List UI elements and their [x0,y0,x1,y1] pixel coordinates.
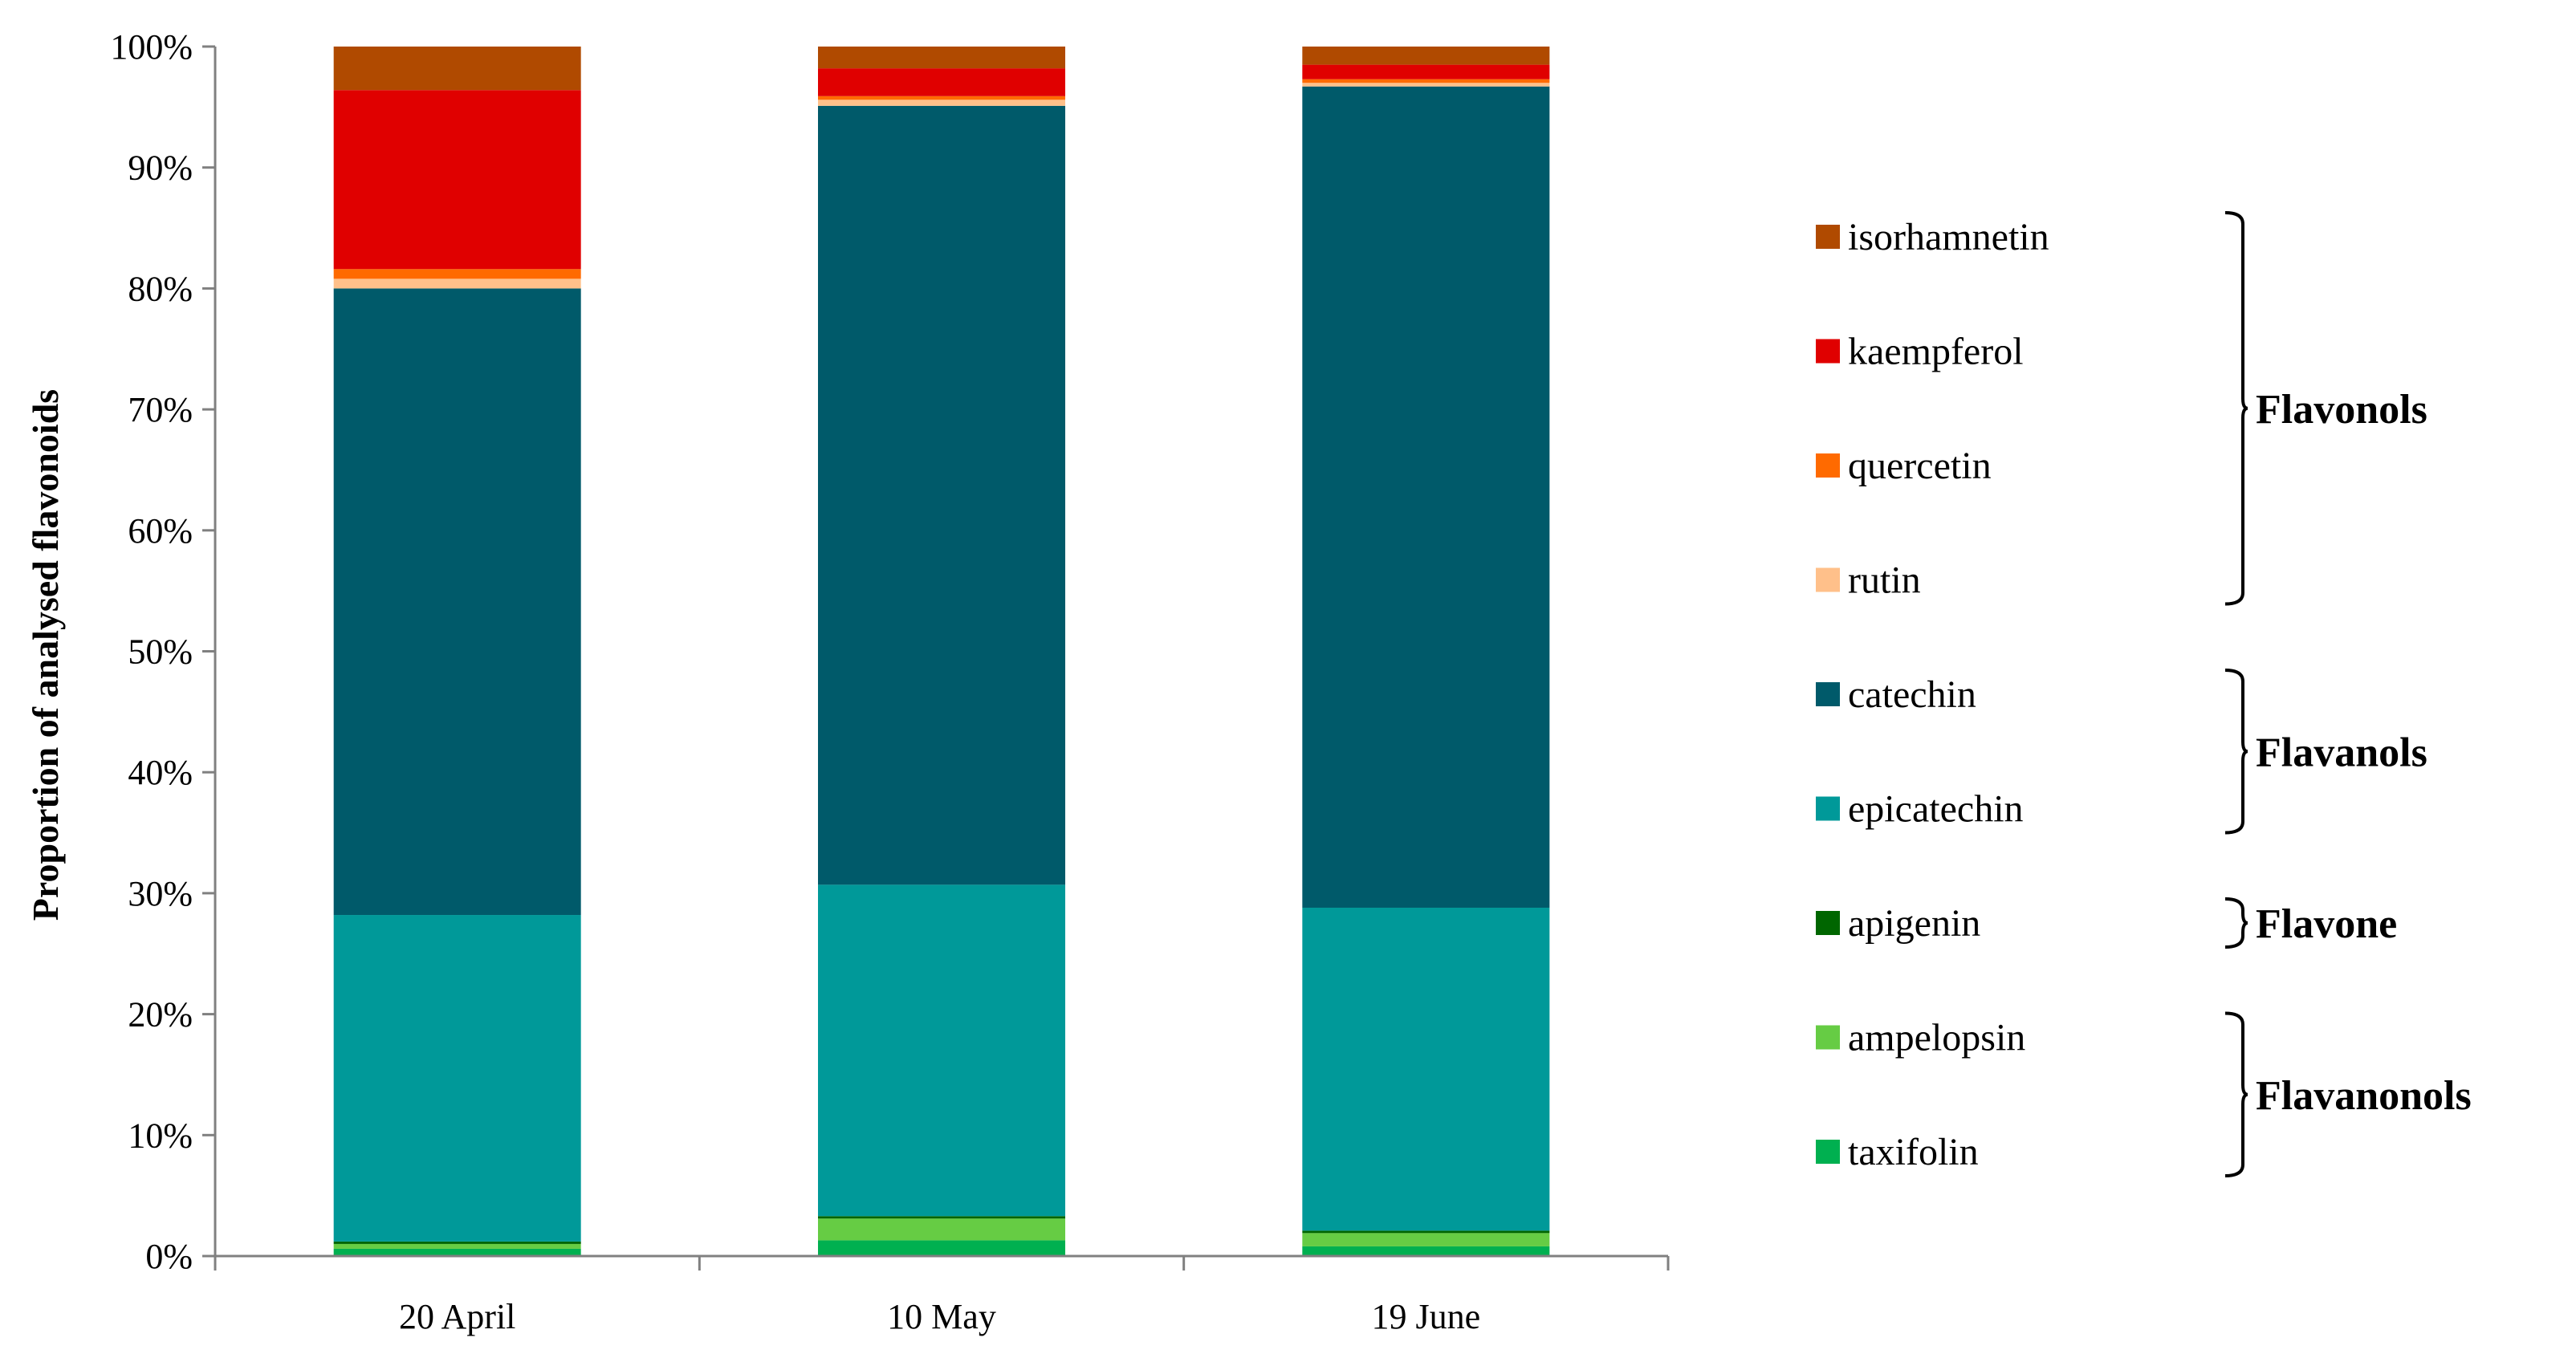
bar-segment-epicatechin-1 [818,884,1065,1217]
legend-label-rutin: rutin [1848,559,1921,602]
bar-segment-isorhamnetin-1 [818,47,1065,69]
group-label: Flavanonols [2256,1073,2472,1119]
bar-segment-quercetin-1 [818,96,1065,100]
legend-label-epicatechin: epicatechin [1848,788,2024,831]
y-axis-title-group: Proportion of analysed flavonoids [25,389,66,921]
group-label: Flavanols [2256,730,2427,775]
y-tick-label: 90% [128,148,193,188]
legend-label-isorhamnetin: isorhamnetin [1848,216,2049,258]
group-brace-3 [2224,1011,2248,1177]
x-tick-label: 10 May [887,1297,996,1336]
bar-segment-apigenin-1 [818,1216,1065,1219]
bar-segment-ampelopsin-0 [333,1243,581,1249]
y-tick-label: 50% [128,632,193,672]
legend-label-ampelopsin: ampelopsin [1848,1017,2025,1059]
legend-swatch-taxifolin [1816,1140,1840,1164]
bar-segment-rutin-1 [818,100,1065,106]
x-tick-label: 19 June [1372,1297,1481,1336]
bar-segment-epicatechin-0 [333,915,581,1242]
legend-label-taxifolin: taxifolin [1848,1131,1979,1173]
legend-swatch-epicatechin [1816,796,1840,821]
group-label: Flavone [2256,901,2397,947]
group-brace-2 [2224,897,2248,949]
bar-segment-taxifolin-1 [818,1240,1065,1256]
legend-swatch-quercetin [1816,453,1840,478]
y-tick-label: 30% [128,874,193,913]
bar-segment-rutin-2 [1302,83,1550,87]
y-tick-label: 80% [128,269,193,308]
bar-segment-ampelopsin-1 [818,1218,1065,1241]
bar-segment-isorhamnetin-2 [1302,47,1550,65]
bar-segment-catechin-1 [818,105,1065,885]
bar-segment-apigenin-2 [1302,1230,1550,1234]
y-tick-label: 100% [110,27,193,67]
legend-label-apigenin: apigenin [1848,902,1980,945]
bar-segment-taxifolin-2 [1302,1246,1550,1256]
bar-segment-catechin-2 [1302,86,1550,908]
bar-segment-epicatechin-2 [1302,907,1550,1231]
y-tick-label: 40% [128,753,193,792]
y-tick-label: 10% [128,1116,193,1155]
y-tick-label: 0% [145,1237,193,1276]
bar-segment-quercetin-0 [333,269,581,279]
bar-segment-isorhamnetin-0 [333,47,581,91]
plot-area: 20 April 10 May 19 June 0% 10% 20% 30% 40% 50% 60… [110,27,1670,1336]
legend-swatch-apigenin [1816,911,1840,935]
group-brace-0 [2224,211,2248,606]
legend-swatch-catechin [1816,682,1840,706]
legend-label-quercetin: quercetin [1848,445,1992,487]
y-axis-title: Proportion of analysed flavonoids [25,389,66,921]
y-tick-label: 60% [128,511,193,551]
bar-segment-kaempferol-1 [818,68,1065,96]
bar-segment-rutin-0 [333,278,581,289]
bar-segment-taxifolin-0 [333,1248,581,1256]
bar-segment-quercetin-2 [1302,79,1550,83]
legend-swatch-kaempferol [1816,339,1840,364]
y-tick-label: 20% [128,995,193,1035]
legend-swatch-ampelopsin [1816,1025,1840,1050]
bar-segment-catechin-0 [333,288,581,916]
legend: isorhamnetin kaempferol quercetin rutin cate… [1816,211,2472,1177]
group-label: Flavonols [2256,387,2427,433]
bar-segment-kaempferol-0 [333,90,581,270]
group-brace-1 [2224,669,2248,835]
bar-segment-ampelopsin-2 [1302,1233,1550,1246]
legend-swatch-rutin [1816,567,1840,592]
bar-segment-kaempferol-2 [1302,64,1550,79]
x-tick-label: 20 April [399,1297,515,1336]
y-tick-label: 70% [128,390,193,429]
legend-label-catechin: catechin [1848,673,1976,716]
bar-segment-apigenin-0 [333,1241,581,1244]
legend-swatch-isorhamnetin [1816,225,1840,249]
legend-label-kaempferol: kaempferol [1848,331,2024,373]
